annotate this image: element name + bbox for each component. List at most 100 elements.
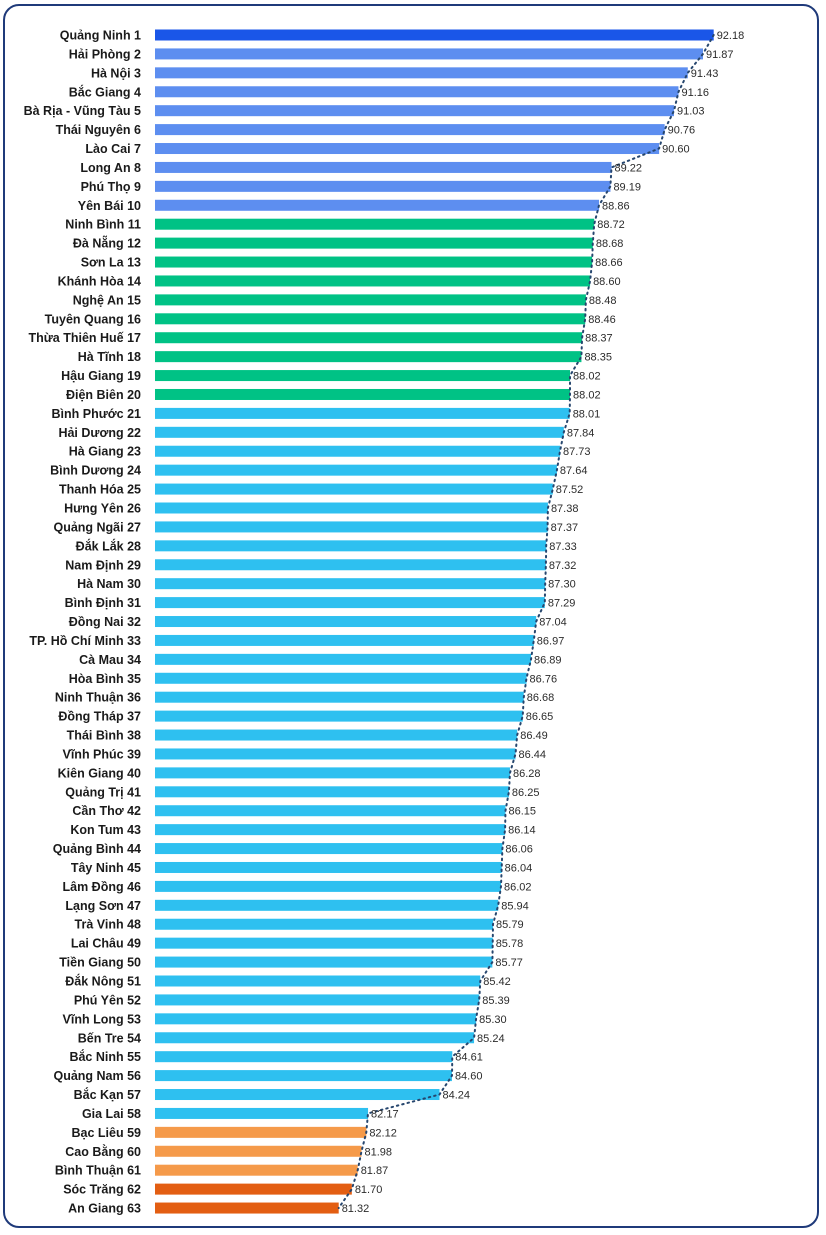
bar bbox=[155, 1126, 367, 1138]
bar bbox=[155, 956, 493, 968]
category-label: Cần Thơ 42 bbox=[72, 804, 141, 818]
bars-layer bbox=[155, 29, 714, 1214]
category-label: Lâm Đồng 46 bbox=[63, 880, 142, 894]
value-label: 84.24 bbox=[443, 1090, 471, 1102]
category-label: Quảng Bình 44 bbox=[53, 842, 141, 856]
bar bbox=[155, 370, 571, 382]
value-label: 86.04 bbox=[505, 862, 533, 874]
category-label: Hà Tĩnh 18 bbox=[78, 350, 141, 364]
value-label: 87.37 bbox=[551, 522, 579, 534]
value-labels-layer: 92.18 91.87 91.43 91.16 91.03 90.76 90.60 89.22… bbox=[342, 30, 745, 1215]
value-label: 87.38 bbox=[551, 503, 579, 515]
category-label: Bạc Liêu 59 bbox=[72, 1126, 142, 1140]
value-label: 89.19 bbox=[613, 181, 641, 193]
value-label: 82.12 bbox=[369, 1127, 397, 1139]
category-label: Quảng Nam 56 bbox=[53, 1069, 141, 1083]
category-label: Điện Biên 20 bbox=[66, 388, 141, 402]
bar bbox=[155, 180, 611, 192]
category-labels-layer: Quảng Ninh 1 Hải Phòng 2 Hà Nội 3 Bắc Giang… bbox=[24, 29, 141, 1216]
category-label: Nghệ An 15 bbox=[73, 293, 141, 307]
bar bbox=[155, 426, 564, 438]
value-label: 87.33 bbox=[549, 541, 577, 553]
bar bbox=[155, 861, 502, 873]
bar bbox=[155, 843, 503, 855]
category-label: Phú Thọ 9 bbox=[81, 180, 141, 194]
value-label: 88.48 bbox=[589, 295, 617, 307]
value-label: 87.04 bbox=[539, 617, 567, 629]
value-label: 84.61 bbox=[455, 1052, 483, 1064]
category-label: Tuyên Quang 16 bbox=[45, 312, 141, 326]
value-label: 90.76 bbox=[668, 125, 696, 137]
bar bbox=[155, 767, 510, 779]
category-label: Hà Giang 23 bbox=[69, 445, 141, 459]
bar bbox=[155, 86, 679, 98]
value-label: 86.06 bbox=[505, 844, 533, 856]
category-label: An Giang 63 bbox=[68, 1202, 141, 1216]
value-label: 87.73 bbox=[563, 446, 591, 458]
value-label: 86.49 bbox=[520, 730, 548, 742]
bar bbox=[155, 1164, 358, 1176]
bar bbox=[155, 105, 674, 117]
value-label: 86.97 bbox=[537, 635, 565, 647]
value-label: 86.28 bbox=[513, 768, 541, 780]
category-label: Bình Thuận 61 bbox=[55, 1164, 141, 1178]
value-label: 88.46 bbox=[588, 314, 616, 326]
bar bbox=[155, 937, 493, 949]
bar bbox=[155, 1089, 440, 1101]
value-label: 85.77 bbox=[495, 957, 523, 969]
bar bbox=[155, 521, 548, 533]
value-label: 81.70 bbox=[355, 1184, 383, 1196]
category-label: Hưng Yên 26 bbox=[64, 502, 141, 516]
value-label: 89.22 bbox=[614, 162, 642, 174]
value-label: 85.42 bbox=[483, 976, 511, 988]
value-label: 82.17 bbox=[371, 1108, 399, 1120]
category-label: Bắc Kạn 57 bbox=[74, 1087, 141, 1102]
bar bbox=[155, 332, 583, 344]
category-label: Hòa Bình 35 bbox=[69, 672, 141, 686]
bar bbox=[155, 161, 612, 173]
bar bbox=[155, 578, 546, 590]
category-label: Long An 8 bbox=[80, 161, 141, 175]
category-label: Hà Nam 30 bbox=[77, 577, 141, 591]
value-label: 86.02 bbox=[504, 881, 532, 893]
trend-dotted-line bbox=[337, 34, 715, 1209]
bar bbox=[155, 1145, 362, 1157]
value-label: 87.84 bbox=[567, 427, 595, 439]
bar bbox=[155, 597, 545, 609]
bar bbox=[155, 124, 665, 136]
value-label: 88.86 bbox=[602, 200, 630, 212]
value-label: 91.16 bbox=[681, 87, 709, 99]
category-label: Bình Phước 21 bbox=[52, 407, 142, 421]
value-label: 88.60 bbox=[593, 276, 621, 288]
value-label: 81.87 bbox=[361, 1165, 389, 1177]
category-label: Cao Bằng 60 bbox=[65, 1144, 141, 1159]
bar bbox=[155, 67, 688, 79]
bar bbox=[155, 1107, 369, 1119]
category-label: Quảng Ngãi 27 bbox=[53, 520, 141, 534]
category-label: Cà Mau 34 bbox=[79, 653, 141, 667]
bar bbox=[155, 445, 561, 457]
bar bbox=[155, 748, 516, 760]
bar bbox=[155, 1183, 352, 1195]
bar bbox=[155, 218, 595, 230]
value-label: 88.01 bbox=[573, 408, 601, 420]
category-label: Hải Dương 22 bbox=[58, 426, 141, 440]
value-label: 85.79 bbox=[496, 919, 524, 931]
category-label: TP. Hồ Chí Minh 33 bbox=[29, 634, 141, 648]
category-label: Ninh Thuận 36 bbox=[55, 691, 141, 705]
value-label: 84.60 bbox=[455, 1071, 483, 1083]
value-label: 90.60 bbox=[662, 144, 690, 156]
value-label: 88.68 bbox=[596, 238, 624, 250]
bar bbox=[155, 294, 586, 306]
value-label: 87.32 bbox=[549, 560, 577, 572]
bar bbox=[155, 634, 534, 646]
value-label: 87.64 bbox=[560, 465, 588, 477]
bar bbox=[155, 899, 499, 911]
value-label: 86.68 bbox=[527, 692, 555, 704]
bar bbox=[155, 1202, 339, 1214]
value-label: 91.03 bbox=[677, 106, 705, 118]
bar bbox=[155, 483, 553, 495]
value-label: 88.66 bbox=[595, 257, 623, 269]
category-label: Đồng Tháp 37 bbox=[58, 710, 141, 724]
